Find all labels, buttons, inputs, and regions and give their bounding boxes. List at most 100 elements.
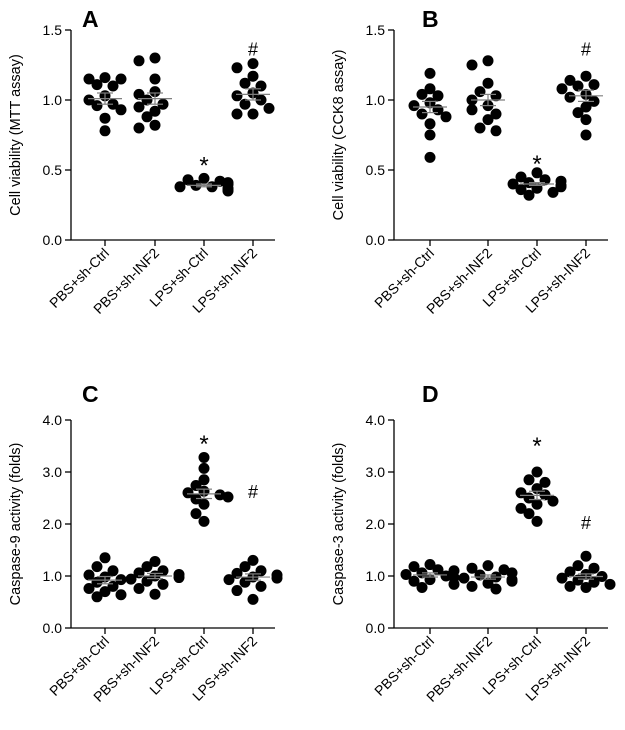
data-point	[506, 575, 518, 587]
data-point	[466, 562, 478, 574]
data-point	[247, 70, 259, 82]
data-point	[141, 111, 153, 123]
data-point	[523, 189, 535, 201]
data-point	[182, 174, 194, 186]
data-point	[572, 560, 584, 572]
data-point	[115, 104, 127, 116]
data-point	[564, 580, 576, 592]
data-point	[271, 572, 283, 584]
significance-hash: #	[581, 513, 591, 533]
y-axis-title: Cell viability (CCK8 assay)	[331, 50, 347, 221]
data-point	[198, 172, 210, 184]
data-point	[231, 585, 243, 597]
data-point	[515, 502, 527, 514]
panel-letter: D	[422, 381, 439, 407]
data-point	[115, 589, 127, 601]
data-point	[432, 90, 444, 102]
data-point	[198, 474, 210, 486]
data-point	[416, 108, 428, 120]
data-point	[99, 112, 111, 124]
data-point	[222, 491, 234, 503]
y-axis-title: Cell viability (MTT assay)	[8, 54, 24, 216]
data-point	[99, 552, 111, 564]
data-point	[547, 186, 559, 198]
data-point	[580, 129, 592, 141]
data-point	[588, 79, 600, 91]
significance-hash: #	[248, 40, 258, 60]
data-point	[466, 580, 478, 592]
data-point	[416, 88, 428, 100]
data-point	[580, 550, 592, 562]
data-point	[448, 578, 460, 590]
data-point	[83, 94, 95, 106]
data-point	[424, 129, 436, 141]
data-point	[91, 79, 103, 91]
data-point	[239, 98, 251, 110]
y-tick-label: 2.0	[366, 516, 386, 532]
data-point	[604, 578, 616, 590]
data-point	[231, 90, 243, 102]
data-point	[482, 77, 494, 89]
data-point	[247, 58, 259, 70]
y-tick-label: 4.0	[366, 412, 386, 428]
y-tick-label: 0.5	[366, 162, 386, 178]
panel-d: D 0.0 1.0 2.0 3.0 4.0 Caspase-3 activity (fold…	[331, 381, 616, 705]
data-point	[555, 181, 567, 193]
y-tick-label: 2.0	[43, 516, 63, 532]
data-point	[408, 575, 420, 587]
data-point	[141, 94, 153, 106]
data-point	[408, 100, 420, 112]
y-tick-label: 1.5	[366, 22, 386, 38]
data-point	[231, 567, 243, 579]
data-point	[190, 508, 202, 520]
data-point	[182, 487, 194, 499]
data-point	[572, 80, 584, 92]
data-point	[222, 185, 234, 197]
data-point	[531, 466, 543, 478]
data-point	[588, 562, 600, 574]
significance-asterisk: *	[532, 433, 541, 460]
data-point	[174, 181, 186, 193]
data-point	[133, 582, 145, 594]
data-point	[133, 101, 145, 113]
data-point	[482, 55, 494, 67]
data-point	[149, 73, 161, 85]
significance-asterisk: *	[199, 431, 208, 458]
y-tick-label: 0.0	[43, 620, 63, 636]
data-point	[523, 474, 535, 486]
data-point	[91, 100, 103, 112]
data-point	[424, 151, 436, 163]
y-tick-label: 0.0	[366, 620, 386, 636]
data-point	[157, 578, 169, 590]
y-tick-label: 1.5	[43, 22, 63, 38]
data-point	[133, 122, 145, 134]
data-point	[466, 59, 478, 71]
data-point	[490, 90, 502, 102]
data-point	[466, 104, 478, 116]
data-point	[474, 122, 486, 134]
data-point	[149, 588, 161, 600]
data-point	[99, 72, 111, 84]
y-tick-label: 1.0	[43, 568, 63, 584]
data-point	[99, 586, 111, 598]
data-point	[523, 508, 535, 520]
data-point	[482, 577, 494, 589]
data-point	[580, 581, 592, 593]
data-point	[239, 77, 251, 89]
data-point	[83, 569, 95, 581]
data-point	[556, 572, 568, 584]
data-point	[482, 114, 494, 126]
data-point	[490, 125, 502, 137]
data-point	[482, 560, 494, 572]
data-point	[572, 107, 584, 119]
data-point	[556, 83, 568, 95]
data-point	[91, 576, 103, 588]
data-point	[231, 62, 243, 74]
data-point	[198, 451, 210, 463]
data-point	[198, 498, 210, 510]
data-point	[173, 572, 185, 584]
data-point	[564, 91, 576, 103]
y-tick-label: 3.0	[366, 464, 386, 480]
y-axis-title: Caspase-9 activity (folds)	[8, 443, 24, 606]
